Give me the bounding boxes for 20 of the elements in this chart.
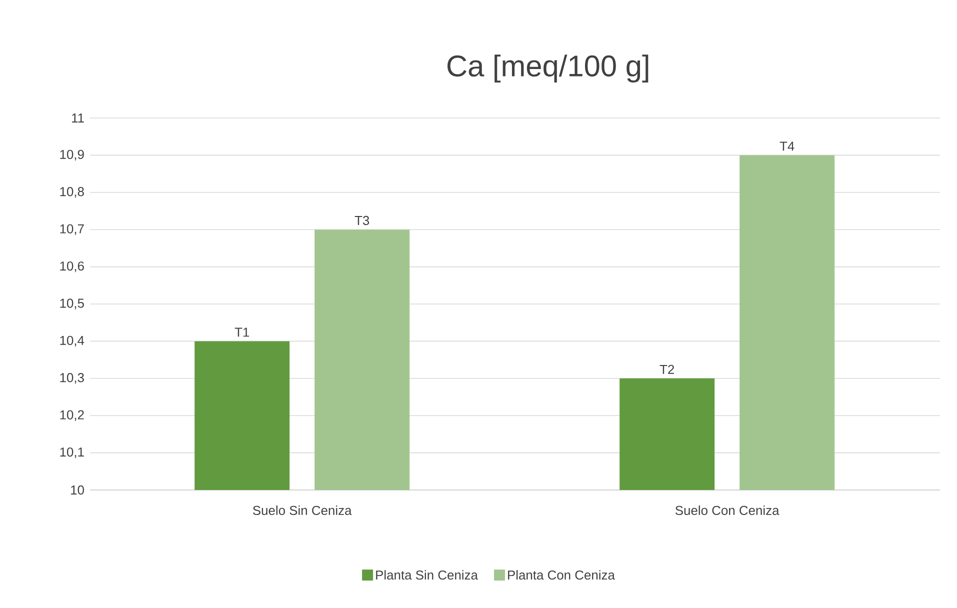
y-tick-label: 10,8 [60, 187, 84, 198]
y-tick-label: 10 [71, 485, 84, 495]
y-tick-label: 10,5 [60, 298, 84, 310]
data-label: T1 [234, 328, 250, 337]
y-tick-label: 11 [72, 114, 84, 122]
data-label: T4 [780, 142, 794, 151]
x-tick-label: Suelo Con Ceniza [675, 506, 780, 516]
y-tick-label: 10,2 [60, 410, 84, 421]
data-label: T2 [660, 364, 674, 374]
chart-title: Ca [meq/100 g] [447, 54, 648, 82]
legend-label: Planta Con Ceniza [508, 570, 615, 580]
y-tick-label: 10,7 [60, 224, 84, 235]
y-tick-label: 10,4 [60, 336, 84, 347]
x-tick-label: Suelo Sin Ceniza [252, 506, 352, 516]
legend-label: Planta Sin Ceniza [376, 570, 478, 580]
y-tick-label: 10,9 [60, 150, 84, 161]
data-label: T3 [354, 216, 370, 226]
y-tick-label: 10,6 [60, 261, 84, 272]
y-tick-label: 10,1 [60, 447, 84, 458]
y-tick-label: 10,3 [60, 373, 84, 384]
